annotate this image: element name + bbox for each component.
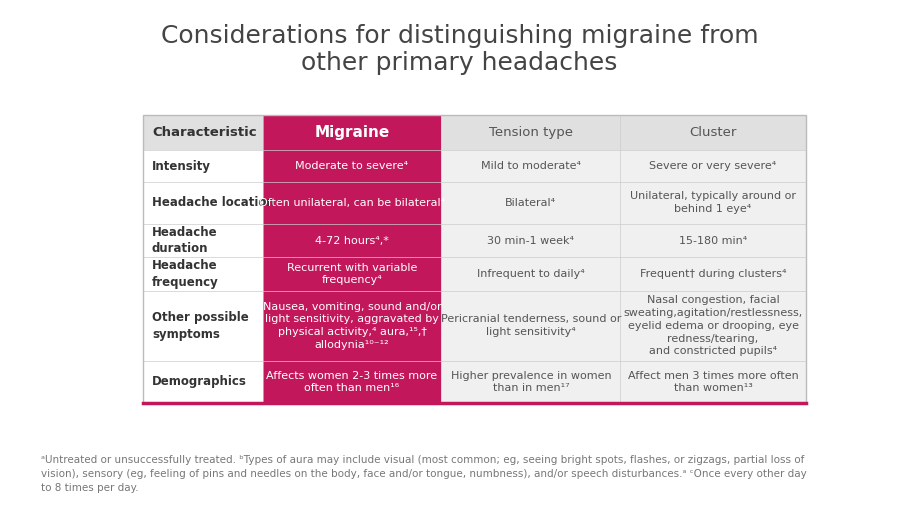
FancyBboxPatch shape bbox=[263, 115, 441, 150]
Text: Characteristic: Characteristic bbox=[152, 126, 256, 139]
Text: Pericranial tenderness, sound or
light sensitivity⁴: Pericranial tenderness, sound or light s… bbox=[441, 314, 621, 337]
Text: Moderate to severe⁴: Moderate to severe⁴ bbox=[295, 161, 409, 171]
Text: Headache
frequency: Headache frequency bbox=[152, 259, 219, 289]
Text: Higher prevalence in women
than in men¹⁷: Higher prevalence in women than in men¹⁷ bbox=[450, 371, 611, 393]
Text: ᵃUntreated or unsuccessfully treated. ᵇTypes of aura may include visual (most co: ᵃUntreated or unsuccessfully treated. ᵇT… bbox=[41, 455, 807, 493]
Text: Nasal congestion, facial
sweating,agitation/restlessness,
eyelid edema or droopi: Nasal congestion, facial sweating,agitat… bbox=[623, 295, 802, 356]
FancyBboxPatch shape bbox=[143, 115, 806, 150]
Text: Recurrent with variable
frequency⁴: Recurrent with variable frequency⁴ bbox=[287, 263, 417, 286]
Text: Severe or very severe⁴: Severe or very severe⁴ bbox=[650, 161, 777, 171]
Text: Headache
duration: Headache duration bbox=[152, 226, 218, 255]
Text: Affect men 3 times more often
than women¹³: Affect men 3 times more often than women… bbox=[628, 371, 799, 393]
Text: Other possible
symptoms: Other possible symptoms bbox=[152, 311, 249, 340]
Text: Bilateral⁴: Bilateral⁴ bbox=[505, 198, 556, 208]
Text: Frequent† during clusters⁴: Frequent† during clusters⁴ bbox=[640, 269, 787, 279]
Text: Considerations for distinguishing migraine from
other primary headaches: Considerations for distinguishing migrai… bbox=[161, 24, 758, 75]
Text: Infrequent to daily⁴: Infrequent to daily⁴ bbox=[477, 269, 584, 279]
FancyBboxPatch shape bbox=[263, 115, 441, 403]
Text: 15-180 min⁴: 15-180 min⁴ bbox=[679, 236, 747, 246]
Text: Tension type: Tension type bbox=[489, 126, 573, 139]
Text: Migraine: Migraine bbox=[314, 125, 390, 140]
Text: Often unilateral, can be bilateral⁴: Often unilateral, can be bilateral⁴ bbox=[259, 198, 445, 208]
Text: Cluster: Cluster bbox=[689, 126, 737, 139]
Text: 4-72 hours⁴,*: 4-72 hours⁴,* bbox=[315, 236, 389, 246]
Text: Nausea, vomiting, sound and/or
light sensitivity, aggravated by
physical activit: Nausea, vomiting, sound and/or light sen… bbox=[263, 302, 441, 350]
Text: 30 min-1 week⁴: 30 min-1 week⁴ bbox=[487, 236, 574, 246]
Text: Mild to moderate⁴: Mild to moderate⁴ bbox=[481, 161, 581, 171]
Text: Demographics: Demographics bbox=[152, 376, 247, 389]
Text: Headache location: Headache location bbox=[152, 197, 275, 209]
Text: Unilateral, typically around or
behind 1 eye⁴: Unilateral, typically around or behind 1… bbox=[630, 191, 796, 214]
Text: Intensity: Intensity bbox=[152, 160, 211, 173]
FancyBboxPatch shape bbox=[143, 115, 806, 403]
FancyBboxPatch shape bbox=[143, 150, 263, 403]
Text: Affects women 2-3 times more
often than men¹⁶: Affects women 2-3 times more often than … bbox=[267, 371, 437, 393]
